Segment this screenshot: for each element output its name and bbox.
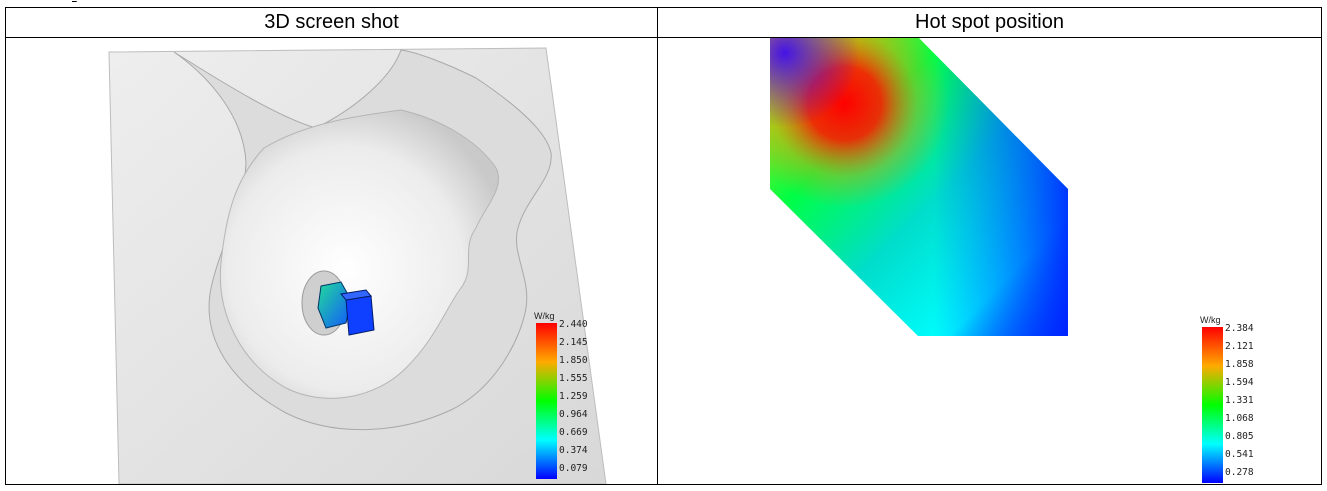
legend-tick-label: 0.964 — [559, 409, 588, 420]
legend-tick-label: 0.278 — [1225, 467, 1254, 478]
image-row: W/kg 2.440 2.145 1.850 1.555 1.259 0.964 0.669… — [5, 37, 1322, 485]
zoom-scan-cube-top — [340, 289, 372, 301]
section-heading — [72, 0, 222, 6]
zoom-scan-cube — [345, 295, 375, 336]
legend-tick-label: 2.121 — [1225, 341, 1254, 352]
legend-tick-label: 1.331 — [1225, 395, 1254, 406]
phantom-head-render — [108, 47, 607, 484]
header-3d-screen-shot: 3D screen shot — [5, 7, 658, 38]
right-color-legend: W/kg 2.384 2.121 1.858 1.594 1.331 1.068 0.805… — [1196, 315, 1306, 484]
hot-spot-view: W/kg 2.384 2.121 1.858 1.594 1.331 1.068 0.805… — [659, 38, 1321, 484]
legend-tick-label: 0.079 — [559, 463, 588, 474]
legend-tick-label: 0.541 — [1225, 449, 1254, 460]
legend-tick-label: 1.594 — [1225, 377, 1254, 388]
cell-hot-spot-position: W/kg 2.384 2.121 1.858 1.594 1.331 1.068 0.805… — [657, 37, 1322, 485]
header-row: 3D screen shot Hot spot position — [5, 7, 1322, 38]
legend-tick-label: 2.384 — [1225, 323, 1254, 334]
left-color-legend: W/kg 2.440 2.145 1.850 1.555 1.259 0.964 0.669… — [530, 311, 640, 481]
legend-tick-label: 0.374 — [559, 445, 588, 456]
legend-tick-label: 1.850 — [559, 355, 588, 366]
results-table: 3D screen shot Hot spot position — [5, 7, 1322, 485]
legend-tick-label: 1.858 — [1225, 359, 1254, 370]
legend-color-bar — [1202, 327, 1223, 483]
legend-color-bar — [536, 323, 557, 479]
hot-spot-map — [770, 38, 1068, 336]
legend-tick-label: 2.440 — [559, 319, 588, 330]
legend-unit: W/kg — [1200, 315, 1221, 325]
legend-tick-label: 2.145 — [559, 337, 588, 348]
legend-tick-label: 1.555 — [559, 373, 588, 384]
cell-3d-screen-shot: W/kg 2.440 2.145 1.850 1.555 1.259 0.964 0.669… — [5, 37, 658, 485]
legend-tick-label: 1.068 — [1225, 413, 1254, 424]
header-hot-spot-position: Hot spot position — [657, 7, 1322, 38]
legend-tick-label: 0.669 — [559, 427, 588, 438]
head-surface — [219, 109, 499, 399]
legend-tick-label: 1.259 — [559, 391, 588, 402]
legend-tick-label: 0.805 — [1225, 431, 1254, 442]
hot-spot-gradient — [770, 38, 1068, 336]
phantom-3d-view: W/kg 2.440 2.145 1.850 1.555 1.259 0.964 0.669… — [7, 39, 657, 484]
legend-unit: W/kg — [534, 311, 555, 321]
